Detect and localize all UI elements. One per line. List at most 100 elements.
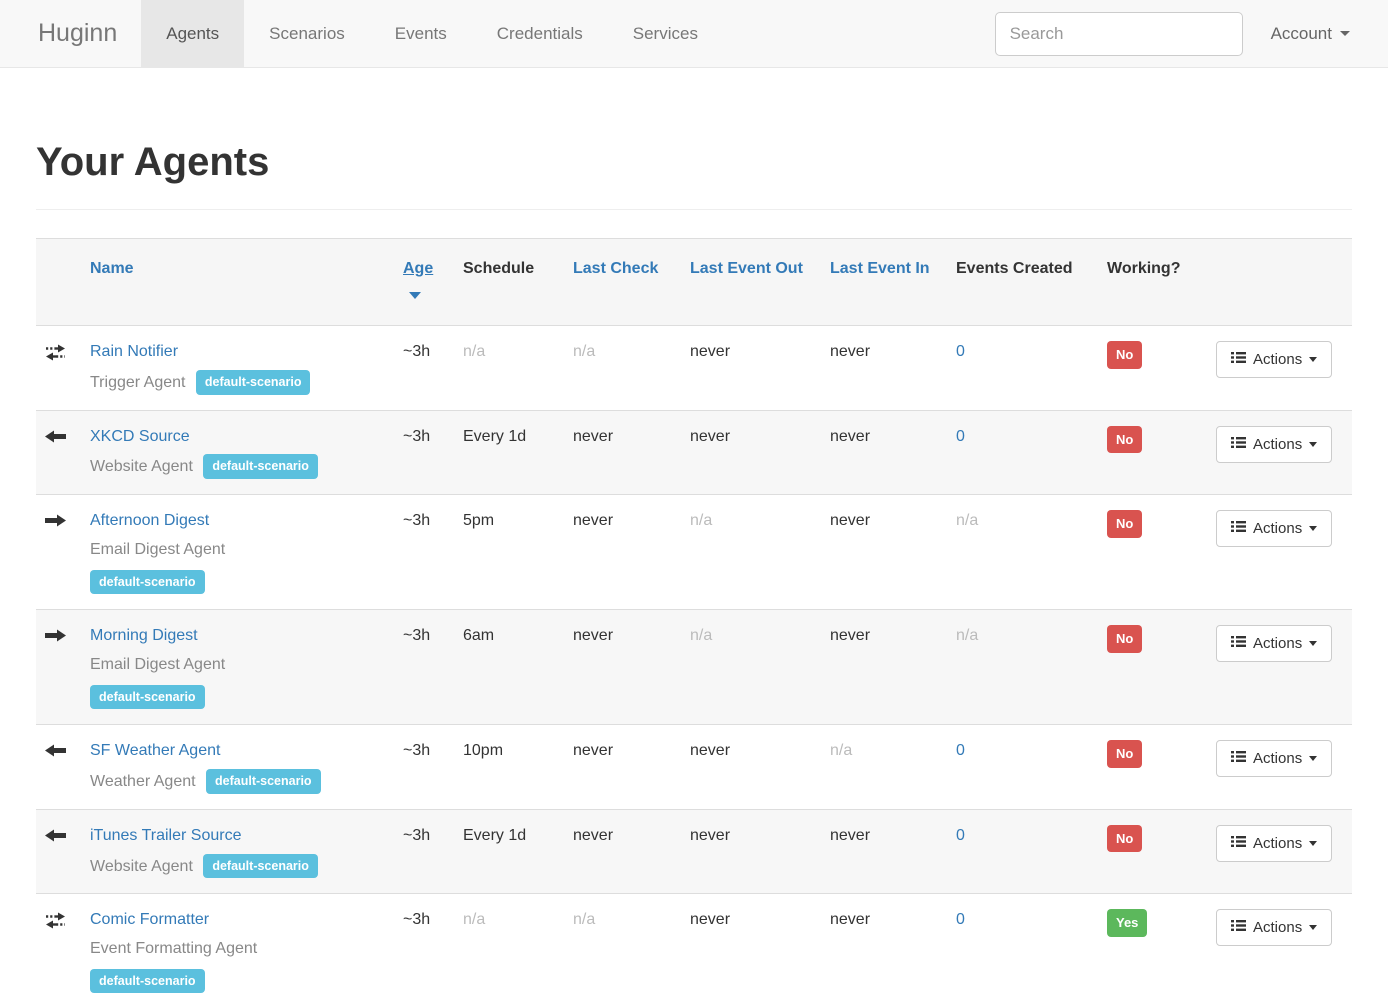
scenario-badge[interactable]: default-scenario xyxy=(203,454,318,480)
sort-by-last-check-link[interactable]: Last Check xyxy=(573,260,659,277)
last-check-cell: never xyxy=(565,494,682,610)
working-badge: No xyxy=(1107,625,1143,653)
nav-item-services[interactable]: Services xyxy=(632,23,698,43)
direction-cell xyxy=(36,893,82,1008)
header-last-event-out: Last Event Out xyxy=(682,237,822,327)
header-icon-col xyxy=(36,237,82,327)
agent-name-link[interactable]: Comic Formatter xyxy=(90,911,210,929)
scenario-badge[interactable]: default-scenario xyxy=(203,853,318,879)
chevron-down-icon xyxy=(1309,925,1318,931)
nav-item-scenarios[interactable]: Scenarios xyxy=(269,23,345,43)
nav-item-events[interactable]: Events xyxy=(394,23,447,43)
last-check-cell: never xyxy=(565,808,682,894)
agent-name-link[interactable]: Morning Digest xyxy=(90,627,198,645)
table-row: Comic Formatter Event Formatting Agent def… xyxy=(36,893,1352,1008)
agent-name-link[interactable]: XKCD Source xyxy=(90,427,190,445)
list-icon xyxy=(1231,520,1246,537)
chevron-down-icon xyxy=(1309,756,1318,762)
search-input[interactable] xyxy=(994,11,1243,56)
agent-name-link[interactable]: Rain Notifier xyxy=(90,343,179,361)
name-cell: Rain Notifier Trigger Agent default-scena… xyxy=(82,326,395,410)
nav-item-agents[interactable]: Agents xyxy=(141,0,245,67)
list-icon xyxy=(1231,351,1246,368)
working-badge: No xyxy=(1107,425,1143,454)
events-created-cell-link[interactable]: 0 xyxy=(956,427,965,445)
scenario-badge[interactable]: default-scenario xyxy=(90,684,205,710)
working-badge: No xyxy=(1107,824,1143,853)
main-content: Your Agents Name Age Schedule Last Check xyxy=(0,140,1388,1008)
last-check-cell: never xyxy=(565,609,682,725)
sort-by-last-event-in-link[interactable]: Last Event In xyxy=(830,260,930,277)
events-created-cell: n/a xyxy=(948,609,1099,725)
events-created-cell-link[interactable]: 0 xyxy=(956,911,965,929)
last-event-out-cell: n/a xyxy=(682,609,822,725)
name-cell: SF Weather Agent Weather Agent default-sc… xyxy=(82,724,395,810)
nav-item-credentials[interactable]: Credentials xyxy=(496,23,583,43)
arrow-left-icon xyxy=(45,429,74,444)
agent-name-link[interactable]: SF Weather Agent xyxy=(90,742,221,760)
scenario-badge[interactable]: default-scenario xyxy=(206,769,321,794)
actions-button[interactable]: Actions xyxy=(1216,824,1333,862)
actions-button[interactable]: Actions xyxy=(1216,425,1333,463)
name-cell: XKCD Source Website Agent default-scenari… xyxy=(82,409,395,495)
sort-by-age-link[interactable]: Age xyxy=(403,260,434,277)
last-event-in-cell: never xyxy=(822,409,948,495)
working-badge: Yes xyxy=(1107,909,1148,937)
agents-tbody: Rain Notifier Trigger Agent default-scena… xyxy=(36,326,1352,1008)
age-cell: ~3h xyxy=(395,409,455,495)
chevron-down-icon xyxy=(1309,526,1318,532)
schedule-cell: n/a xyxy=(463,343,486,361)
sort-by-name-link[interactable]: Name xyxy=(90,260,134,277)
sort-by-last-event-out-link[interactable]: Last Event Out xyxy=(690,260,803,277)
events-created-cell-link[interactable]: 0 xyxy=(956,742,965,760)
actions-cell: Actions xyxy=(1208,409,1352,495)
last-event-in-cell: never xyxy=(822,609,948,725)
agent-type-label: Weather Agent xyxy=(90,773,196,791)
actions-button[interactable]: Actions xyxy=(1216,625,1333,663)
chevron-down-icon xyxy=(1309,840,1318,846)
actions-button[interactable]: Actions xyxy=(1216,740,1333,778)
brand-link[interactable]: Huginn xyxy=(38,19,118,47)
last-event-in-cell: never xyxy=(830,343,871,361)
actions-button[interactable]: Actions xyxy=(1216,510,1333,548)
scenario-badge[interactable]: default-scenario xyxy=(90,569,205,595)
scenario-badge[interactable]: default-scenario xyxy=(195,369,311,395)
main-nav: Agents Scenarios Events Credentials Serv… xyxy=(141,0,723,67)
agent-type-label: Website Agent xyxy=(90,458,193,476)
arrow-right-icon xyxy=(45,628,74,643)
table-row: Rain Notifier Trigger Agent default-scena… xyxy=(36,326,1352,410)
age-cell: ~3h xyxy=(395,494,455,610)
agent-type-label: Email Digest Agent xyxy=(90,540,226,558)
agent-type-label: Trigger Agent xyxy=(90,373,186,391)
header-schedule: Schedule xyxy=(455,237,565,327)
table-row: iTunes Trailer Source Website Agent defau… xyxy=(36,808,1352,894)
list-icon xyxy=(1231,835,1246,852)
sort-desc-icon xyxy=(409,292,421,300)
chevron-down-icon xyxy=(1309,641,1318,647)
working-badge: No xyxy=(1107,510,1143,538)
name-cell: iTunes Trailer Source Website Agent defau… xyxy=(82,808,395,894)
scenario-badge[interactable]: default-scenario xyxy=(90,968,205,994)
working-cell: No xyxy=(1099,609,1208,725)
actions-button[interactable]: Actions xyxy=(1216,341,1333,379)
working-badge: No xyxy=(1107,341,1143,369)
table-row: SF Weather Agent Weather Agent default-sc… xyxy=(36,724,1352,810)
working-badge: No xyxy=(1107,740,1143,768)
agent-name-link[interactable]: iTunes Trailer Source xyxy=(90,826,242,844)
header-working: Working? xyxy=(1099,237,1208,327)
events-created-cell-link[interactable]: 0 xyxy=(956,826,965,844)
direction-cell xyxy=(36,326,82,410)
agent-type-label: Email Digest Agent xyxy=(90,655,226,673)
actions-button[interactable]: Actions xyxy=(1216,909,1333,947)
schedule-cell: 5pm xyxy=(455,494,565,610)
header-age: Age xyxy=(395,237,455,327)
last-event-in-cell: never xyxy=(822,494,948,610)
actions-cell: Actions xyxy=(1208,494,1352,610)
list-icon xyxy=(1231,919,1246,936)
agent-name-link[interactable]: Afternoon Digest xyxy=(90,512,210,530)
table-row: Afternoon Digest Email Digest Agent defaul… xyxy=(36,494,1352,610)
last-event-in-cell: n/a xyxy=(822,724,948,810)
account-dropdown[interactable]: Account xyxy=(1243,24,1388,44)
actions-cell: Actions xyxy=(1208,808,1352,894)
events-created-cell-link[interactable]: 0 xyxy=(956,343,965,361)
